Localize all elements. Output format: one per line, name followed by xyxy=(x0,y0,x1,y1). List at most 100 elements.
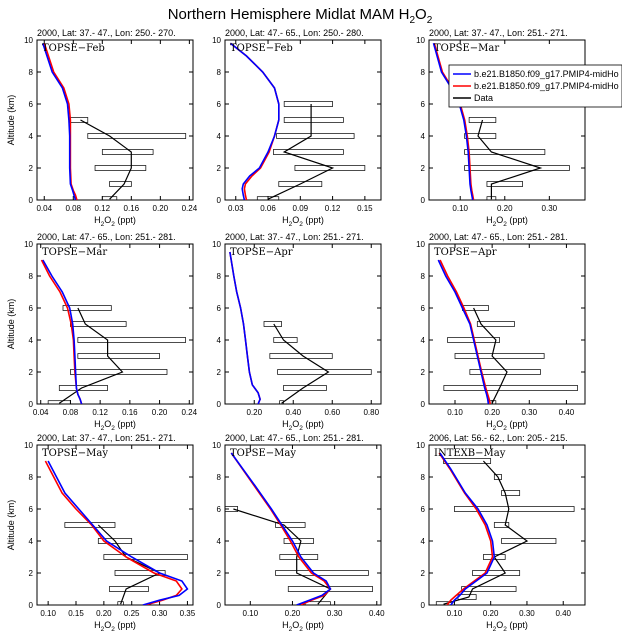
data-range-box xyxy=(464,165,570,171)
y-tick-label: 4 xyxy=(421,132,426,141)
y-axis-label: Altitude (km) xyxy=(6,500,16,551)
y-tick-label: 4 xyxy=(29,132,34,141)
y-tick-label: 10 xyxy=(416,240,425,249)
data-range-box xyxy=(287,586,373,592)
model1-line xyxy=(437,259,490,404)
plot-frame xyxy=(36,39,194,201)
y-tick-label: 8 xyxy=(29,68,34,77)
chart-panel-2: 2000, Lat: 47.- 65., Lon: 250.- 280. 0 2 4 6… xyxy=(212,28,382,228)
data-range-box xyxy=(77,353,160,359)
y-tick-label: 10 xyxy=(212,36,221,45)
y-tick-label: 10 xyxy=(212,240,221,249)
data-range-box xyxy=(225,506,238,512)
chart-panel-5: 2000, Lat: 37.- 47., Lon: 251.- 271. 0 2 4 6… xyxy=(212,232,382,432)
x-tick-label: 0.12 xyxy=(92,408,108,417)
x-tick-label: 0.30 xyxy=(152,609,168,618)
y-tick-label: 6 xyxy=(29,100,34,109)
panel-header: 2000, Lat: 37.- 47., Lon: 251.- 271. xyxy=(225,232,364,242)
x-tick-label: 0.10 xyxy=(447,408,463,417)
data-range-box xyxy=(486,181,523,187)
model1-line xyxy=(229,251,261,404)
x-tick-label: 0.24 xyxy=(181,408,197,417)
data-range-box xyxy=(501,490,521,496)
plot-frame xyxy=(36,243,194,405)
chart-panel-4: 2000, Lat: 47.- 65., Lon: 251.- 281. 0 2 4 6… xyxy=(6,232,198,432)
x-tick-label: 0.30 xyxy=(327,609,343,618)
campaign-label: TOPSE−Mar xyxy=(434,43,499,54)
plot-area xyxy=(44,460,189,605)
campaign-label: TOPSE−Mar xyxy=(42,247,107,258)
x-axis-label: H2O2 (ppt) xyxy=(94,419,136,432)
data-range-box xyxy=(276,133,355,139)
model2-line xyxy=(438,452,494,605)
data-range-box xyxy=(493,474,502,480)
x-tick-label: 0.10 xyxy=(452,204,468,213)
x-axis-label: H2O2 (ppt) xyxy=(486,419,528,432)
x-tick-label: 0.20 xyxy=(96,609,112,618)
y-tick-label: 0 xyxy=(421,196,426,205)
y-tick-label: 2 xyxy=(217,368,222,377)
x-tick-label: 0.09 xyxy=(293,204,309,213)
data-range-box xyxy=(454,506,575,512)
x-axis-label: H2O2 (ppt) xyxy=(486,215,528,228)
y-tick-label: 8 xyxy=(29,272,34,281)
y-tick-label: 4 xyxy=(217,132,222,141)
data-range-box xyxy=(97,538,133,544)
data-range-box xyxy=(294,165,366,171)
data-range-box xyxy=(256,196,280,200)
plot-area xyxy=(229,42,366,200)
y-tick-label: 0 xyxy=(29,400,34,409)
x-tick-label: 0.20 xyxy=(484,408,500,417)
plot-frame xyxy=(224,243,382,405)
x-tick-label: 0.10 xyxy=(447,609,463,618)
x-tick-label: 0.20 xyxy=(152,408,168,417)
y-tick-label: 6 xyxy=(421,100,426,109)
panel-header: 2000, Lat: 37.- 47., Lon: 251.- 271. xyxy=(429,28,568,38)
y-tick-label: 2 xyxy=(217,569,222,578)
x-tick-label: 0.40 xyxy=(285,408,301,417)
y-tick-label: 2 xyxy=(421,164,426,173)
legend: b.e21.B1850.f09_g17.PMIP4-midHo b.e21.B18… xyxy=(448,64,622,108)
x-tick-label: 0.15 xyxy=(357,204,373,213)
y-tick-label: 2 xyxy=(29,164,34,173)
x-axis-label: H2O2 (ppt) xyxy=(282,419,324,432)
data-range-box xyxy=(501,538,557,544)
x-tick-label: 0.30 xyxy=(519,609,535,618)
x-tick-label: 0.40 xyxy=(559,408,575,417)
data-line xyxy=(473,307,508,404)
panel-header: 2000, Lat: 47.- 65., Lon: 250.- 280. xyxy=(225,28,364,38)
data-range-box xyxy=(117,601,124,605)
data-range-box xyxy=(461,586,517,592)
y-tick-label: 2 xyxy=(217,164,222,173)
model1-line xyxy=(42,42,77,200)
plot-frame xyxy=(224,39,382,201)
x-tick-label: 0.12 xyxy=(325,204,341,213)
campaign-label: TOPSE−Apr xyxy=(230,247,293,258)
data-range-box xyxy=(269,353,333,359)
chart-panel-7: 2000, Lat: 37.- 47., Lon: 251.- 271. 0 2 4 6… xyxy=(6,433,196,633)
y-tick-label: 2 xyxy=(421,368,426,377)
x-tick-label: 0.20 xyxy=(246,408,262,417)
data-range-box xyxy=(435,601,455,605)
x-tick-label: 0.24 xyxy=(182,204,198,213)
x-axis-label: H2O2 (ppt) xyxy=(282,620,324,633)
x-tick-label: 0.08 xyxy=(65,204,81,213)
y-tick-label: 6 xyxy=(217,304,222,313)
legend-box xyxy=(448,64,622,108)
panel-header: 2000, Lat: 37.- 47., Lon: 251.- 271. xyxy=(37,433,176,443)
chart-panel-3: 2000, Lat: 37.- 47., Lon: 251.- 271. 0 2 4 6… xyxy=(416,28,586,228)
y-tick-label: 10 xyxy=(24,441,33,450)
plot-frame xyxy=(224,444,382,606)
data-range-box xyxy=(109,181,132,187)
data-range-box xyxy=(279,400,284,404)
data-line xyxy=(80,119,132,200)
data-range-box xyxy=(273,337,298,343)
data-range-box xyxy=(70,369,168,375)
data-range-box xyxy=(47,400,71,404)
data-range-box xyxy=(464,149,546,155)
data-line xyxy=(97,524,161,605)
x-tick-label: 0.04 xyxy=(36,204,52,213)
data-range-box xyxy=(103,554,188,560)
chart-panel-1: 2000, Lat: 37.- 47., Lon: 250.- 270. 0 2 4 6… xyxy=(6,28,198,228)
